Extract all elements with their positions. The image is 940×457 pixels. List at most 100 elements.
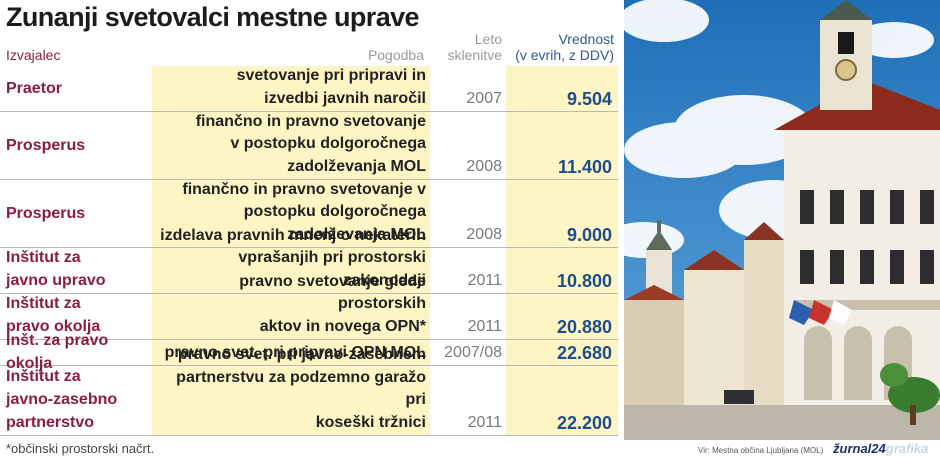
- table-row: Prosperus finančno in pravno svetovanje v…: [0, 180, 618, 248]
- year-cell: 2008: [466, 158, 502, 175]
- contract-cell: pravno svet. pri javno-zasebnem partnerst…: [156, 346, 426, 434]
- header-year-line2: sklenitve: [447, 47, 502, 63]
- value-highlight: [506, 294, 618, 340]
- row-divider: [0, 365, 618, 366]
- contract-line: izvedbi javnih naročil: [264, 89, 426, 107]
- footnote: *občinski prostorski načrt.: [6, 441, 155, 456]
- value-cell: 9.000: [566, 225, 612, 245]
- table-row: Praetor svetovanje pri pripravi in izvedbi…: [0, 66, 618, 112]
- contract-cell: pravno svetovanje glede prostorskih aktov…: [156, 273, 426, 338]
- brand-accent: grafika: [885, 441, 929, 456]
- performer-cell: Inštitut za pravo okolja: [6, 294, 151, 338]
- contract-line: vprašanjih pri prostorski zakonodaji: [238, 249, 426, 289]
- contract-highlight: [152, 66, 430, 112]
- contract-highlight: [152, 180, 430, 248]
- contract-line: pravno svet. pri pripravi OPN MOL: [164, 343, 426, 361]
- source-note: Vir: Mestna občina Ljubljana (MOL): [698, 446, 824, 455]
- contract-line: partnerstvu za podzemno garažo pri: [176, 368, 426, 409]
- street: [624, 363, 940, 440]
- value-cell: 10.800: [556, 271, 612, 291]
- row-divider: [0, 111, 618, 112]
- table-row: Prosperus finančno in pravno svetovanje v …: [0, 112, 618, 180]
- performer-cell: Prosperus: [6, 180, 151, 246]
- value-cell: 20.880: [556, 317, 612, 337]
- value-cell: 9.504: [566, 89, 612, 109]
- performer-line: pravo okolja: [6, 318, 101, 335]
- contract-highlight: [152, 340, 430, 366]
- table-row: Inštitut za javno upravo izdelava pravnih …: [0, 227, 618, 294]
- header-year-line1: Leto: [474, 31, 502, 47]
- year-cell: 2011: [467, 318, 502, 335]
- contract-cell: izdelava pravnih mnenj o nekaterih vpraša…: [156, 227, 426, 292]
- contract-line: finančno in pravno svetovanje: [195, 112, 426, 130]
- contract-line: svetovanje pri pripravi in: [236, 67, 426, 84]
- value-highlight: [506, 248, 618, 294]
- contract-line: pravno svet. pri javno-zasebnem: [177, 346, 426, 363]
- contract-cell: pravno svet. pri pripravi OPN MOL: [156, 340, 426, 364]
- performer-line: Praetor: [6, 79, 63, 97]
- table-row: Inštitut za pravo okolja pravno svetovanje…: [0, 273, 618, 340]
- header-value-line2: (v evrih, z DDV): [515, 47, 614, 63]
- performer-line: Inšt. za pravo okolja: [6, 332, 109, 372]
- brand-main: žurnal24: [833, 441, 886, 456]
- performer-cell: Inštitut za javno-zasebno partnerstvo: [6, 366, 151, 434]
- page-title: Zunanji svetovalci mestne uprave: [6, 2, 420, 32]
- year-cell: 2007/08: [444, 344, 502, 361]
- performer-line: partnerstvo: [6, 414, 95, 431]
- year-cell: 2011: [467, 414, 502, 431]
- performer-cell: Prosperus: [6, 112, 151, 178]
- row-divider: [0, 435, 618, 436]
- performer-line: javno upravo: [6, 272, 106, 289]
- performer-line: Inštitut za: [6, 249, 81, 266]
- performer-line: Inštitut za: [6, 295, 81, 312]
- town-hall: [774, 0, 940, 410]
- contract-cell: finančno in pravno svetovanje v postopku …: [156, 180, 426, 246]
- header-value: Vrednost (v evrih, z DDV): [506, 31, 614, 63]
- contract-line: izdelava pravnih mnenj o nekaterih: [160, 226, 426, 244]
- contract-cell: finančno in pravno svetovanje v postopku …: [156, 112, 426, 178]
- brand-logo: žurnal24grafika: [833, 441, 928, 456]
- header-contract: Pogodba: [367, 47, 424, 63]
- value-highlight: [506, 66, 618, 112]
- table-row: Inštitut za javno-zasebno partnerstvo pravn…: [0, 346, 618, 436]
- contract-line: zadolževanja MOL: [287, 157, 426, 175]
- contract-line: aktov in novega OPN*: [259, 317, 426, 335]
- year-cell: 2008: [466, 226, 502, 243]
- flags: [789, 300, 852, 325]
- performer-line: Inštitut za: [6, 368, 81, 385]
- contract-line: v postopku dolgoročnega: [230, 135, 426, 152]
- value-highlight: [506, 180, 618, 248]
- contract-line: postopku dolgoročnega: [243, 203, 426, 220]
- year-cell: 2007: [466, 90, 502, 107]
- contract-line: finančno in pravno svetovanje v: [182, 180, 426, 198]
- row-divider: [0, 339, 618, 340]
- value-highlight: [506, 340, 618, 366]
- value-cell: 22.680: [556, 343, 612, 363]
- contract-highlight: [152, 112, 430, 180]
- year-cell: 2011: [467, 272, 502, 289]
- value-cell: 22.200: [556, 413, 612, 433]
- contract-highlight: [152, 294, 430, 340]
- header-value-line1: Vrednost: [558, 31, 614, 47]
- left-buildings: [624, 222, 784, 410]
- row-divider: [0, 247, 618, 248]
- contract-line: koseški tržnici: [315, 413, 426, 431]
- performer-cell: Inšt. za pravo okolja: [6, 332, 151, 372]
- ljubljana-town-hall-photo: [624, 0, 940, 440]
- performer-cell: Praetor: [6, 66, 151, 110]
- value-highlight: [506, 366, 618, 436]
- contract-line: zadolževanja MOL: [287, 225, 426, 243]
- performer-line: Prosperus: [6, 204, 86, 222]
- performer-cell: Inštitut za javno upravo: [6, 248, 151, 292]
- row-divider: [0, 293, 618, 294]
- header-year: Leto sklenitve: [432, 31, 502, 63]
- value-cell: 11.400: [557, 157, 612, 177]
- performer-line: javno-zasebno: [6, 391, 118, 408]
- contract-highlight: [152, 366, 430, 436]
- contract-line: pravno svetovanje glede prostorskih: [239, 272, 426, 313]
- contract-highlight: [152, 248, 430, 294]
- table-row: Inšt. za pravo okolja pravno svet. pri pr…: [0, 332, 618, 372]
- value-highlight: [506, 112, 618, 180]
- row-divider: [0, 179, 618, 180]
- contract-cell: svetovanje pri pripravi in izvedbi javnih…: [156, 66, 426, 110]
